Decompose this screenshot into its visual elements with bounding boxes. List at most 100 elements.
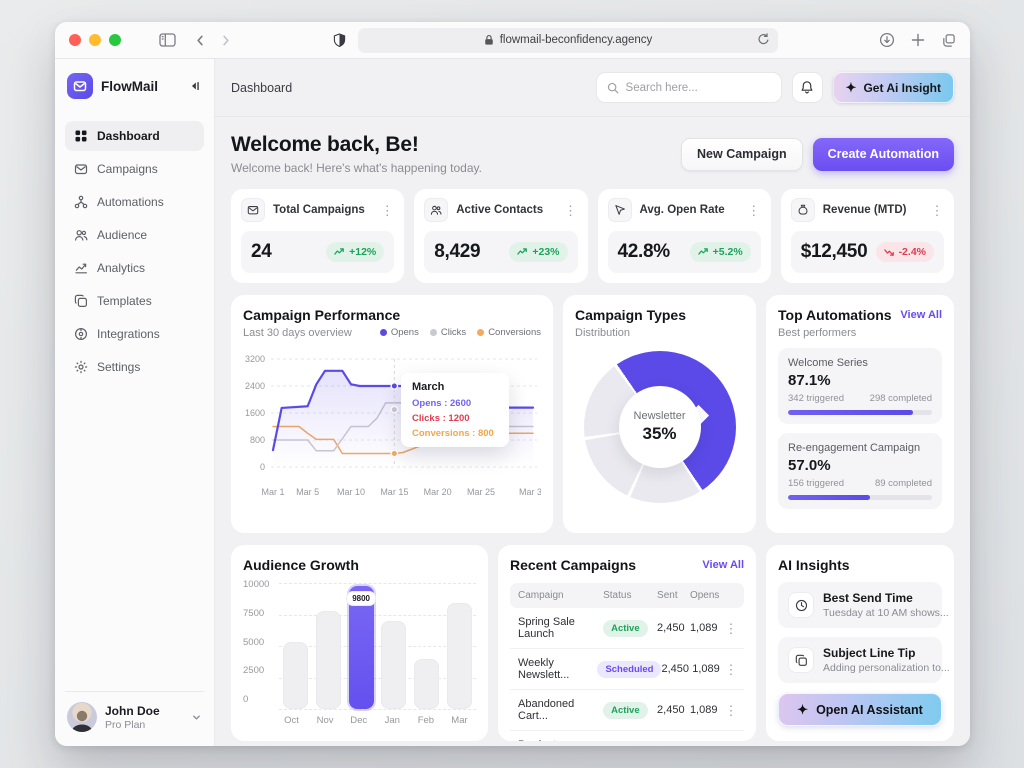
- integrations-icon: [74, 327, 88, 341]
- insight-item-best-send-time[interactable]: Best Send Time Tuesday at 10 AM shows...: [778, 582, 942, 628]
- profile-name: John Doe: [105, 704, 160, 718]
- downloads-icon[interactable]: [879, 32, 895, 48]
- lock-icon: [484, 34, 494, 46]
- collapse-sidebar-icon[interactable]: [188, 79, 202, 93]
- stat-card-active-contacts: Active Contacts ⋮ 8,429 +23%: [414, 189, 587, 283]
- sparkle-icon: ✦: [797, 703, 808, 716]
- minimize-window-button[interactable]: [89, 34, 101, 46]
- legend-opens[interactable]: Opens: [380, 327, 419, 338]
- address-bar[interactable]: flowmail-beconfidency.agency: [358, 28, 778, 53]
- donut-center-label: Newsletter: [634, 410, 686, 422]
- svg-text:0: 0: [260, 462, 265, 472]
- bar-chart: 100007500500025000 9800: [243, 583, 476, 709]
- status-badge: Scheduled: [597, 661, 661, 678]
- bar-value-badge: 9800: [346, 591, 376, 606]
- stat-card-revenue: Revenue (MTD) ⋮ $12,450 -2.4%: [781, 189, 954, 283]
- create-automation-button[interactable]: Create Automation: [813, 138, 954, 171]
- search-input[interactable]: [626, 82, 771, 94]
- card-title: Campaign Types: [575, 307, 744, 323]
- privacy-shield-icon[interactable]: [333, 33, 346, 48]
- table-row[interactable]: Abandoned Cart... Active 2,450 1,089 ⋮: [510, 690, 744, 731]
- get-ai-insight-button[interactable]: ✦ Get Ai Insight: [833, 72, 954, 103]
- sparkle-icon: ✦: [846, 81, 857, 94]
- kebab-menu-icon[interactable]: ⋮: [747, 204, 761, 217]
- user-profile[interactable]: John Doe Pro Plan: [65, 691, 204, 734]
- legend-clicks[interactable]: Clicks: [430, 327, 466, 338]
- open-ai-assistant-button[interactable]: ✦ Open AI Assistant: [778, 693, 942, 726]
- legend-conversions[interactable]: Conversions: [477, 327, 541, 338]
- back-icon[interactable]: [194, 34, 207, 47]
- bar-oct: [283, 642, 308, 709]
- progress-bar: [788, 410, 932, 415]
- stat-value: 24: [251, 241, 272, 263]
- url-text: flowmail-beconfidency.agency: [500, 34, 653, 46]
- card-title: Campaign Performance: [243, 307, 541, 323]
- view-all-link[interactable]: View All: [702, 559, 744, 571]
- reload-icon[interactable]: [757, 33, 770, 46]
- page-subtitle: Welcome back! Here's what's happening to…: [231, 161, 482, 175]
- copy-icon: [788, 647, 814, 673]
- gear-icon: [74, 360, 88, 374]
- bar-nov: [316, 611, 341, 709]
- new-campaign-button[interactable]: New Campaign: [681, 138, 803, 171]
- view-all-link[interactable]: View All: [900, 309, 942, 321]
- bar-dec: 9800: [349, 586, 374, 709]
- chart-tooltip: March Opens : 2600Clicks : 1200Conversio…: [401, 373, 509, 447]
- zoom-window-button[interactable]: [109, 34, 121, 46]
- sidebar: FlowMail Dashboard Campaigns Automations: [55, 59, 215, 746]
- kebab-menu-icon[interactable]: ⋮: [380, 204, 394, 217]
- search-box[interactable]: [596, 72, 782, 103]
- trend-up-icon: [334, 248, 345, 256]
- kebab-menu-icon[interactable]: ⋮: [724, 704, 738, 717]
- trend-badge: +23%: [509, 242, 567, 262]
- traffic-lights: [69, 34, 121, 46]
- x-axis-label: Oct: [279, 715, 304, 726]
- table-row[interactable]: Spring Sale Launch Active 2,450 1,089 ⋮: [510, 608, 744, 649]
- close-window-button[interactable]: [69, 34, 81, 46]
- automation-item[interactable]: Re-engagement Campaign 57.0% 156 trigger…: [778, 433, 942, 509]
- progress-bar: [788, 495, 932, 500]
- kebab-menu-icon[interactable]: ⋮: [930, 204, 944, 217]
- table-header: Campaign Status Sent Opens: [510, 583, 744, 608]
- avatar: [67, 702, 97, 732]
- table-row[interactable]: Weekly Newslett... Scheduled 2,450 1,089…: [510, 649, 744, 690]
- page-title: Welcome back, Be!: [231, 133, 482, 157]
- sidebar-item-automations[interactable]: Automations: [65, 187, 204, 217]
- browser-window: flowmail-beconfidency.agency: [55, 22, 970, 746]
- kebab-menu-icon[interactable]: ⋮: [724, 622, 738, 635]
- trend-badge: +12%: [326, 242, 384, 262]
- sidebar-toggle-icon[interactable]: [159, 33, 176, 47]
- sidebar-item-campaigns[interactable]: Campaigns: [65, 154, 204, 184]
- insight-item-subject-line-tip[interactable]: Subject Line Tip Adding personalization …: [778, 637, 942, 683]
- sidebar-item-audience[interactable]: Audience: [65, 220, 204, 250]
- forward-icon[interactable]: [219, 34, 232, 47]
- kebab-menu-icon[interactable]: ⋮: [724, 663, 738, 676]
- tab-overview-icon[interactable]: [941, 33, 956, 48]
- new-tab-icon[interactable]: [911, 33, 925, 47]
- svg-text:Mar 20: Mar 20: [424, 487, 452, 497]
- notifications-button[interactable]: [792, 72, 823, 103]
- users-icon: [74, 228, 88, 242]
- users-icon: [424, 198, 448, 222]
- recent-campaigns-card: Recent Campaigns View All Campaign Statu…: [498, 545, 756, 741]
- brand-name: FlowMail: [101, 79, 180, 94]
- svg-text:3200: 3200: [245, 354, 265, 364]
- card-subtitle: Distribution: [575, 327, 744, 339]
- chevron-down-icon: [191, 712, 202, 723]
- sidebar-item-dashboard[interactable]: Dashboard: [65, 121, 204, 151]
- money-bag-icon: [791, 198, 815, 222]
- flow-icon: [74, 195, 88, 209]
- sidebar-item-integrations[interactable]: Integrations: [65, 319, 204, 349]
- sidebar-item-analytics[interactable]: Analytics: [65, 253, 204, 283]
- kebab-menu-icon[interactable]: ⋮: [564, 204, 578, 217]
- sidebar-item-templates[interactable]: Templates: [65, 286, 204, 316]
- sidebar-item-settings[interactable]: Settings: [65, 352, 204, 382]
- cursor-icon: [608, 198, 632, 222]
- x-axis-label: Dec: [346, 715, 371, 726]
- profile-plan: Pro Plan: [105, 719, 160, 731]
- table-row[interactable]: Product Update... Completed 2,450 1,089 …: [510, 731, 744, 741]
- stat-card-open-rate: Avg. Open Rate ⋮ 42.8% +5.2%: [598, 189, 771, 283]
- envelope-icon: [74, 162, 88, 176]
- automation-item[interactable]: Welcome Series 87.1% 342 triggered 298 c…: [778, 348, 942, 424]
- tooltip-row: Opens : 2600: [412, 398, 498, 409]
